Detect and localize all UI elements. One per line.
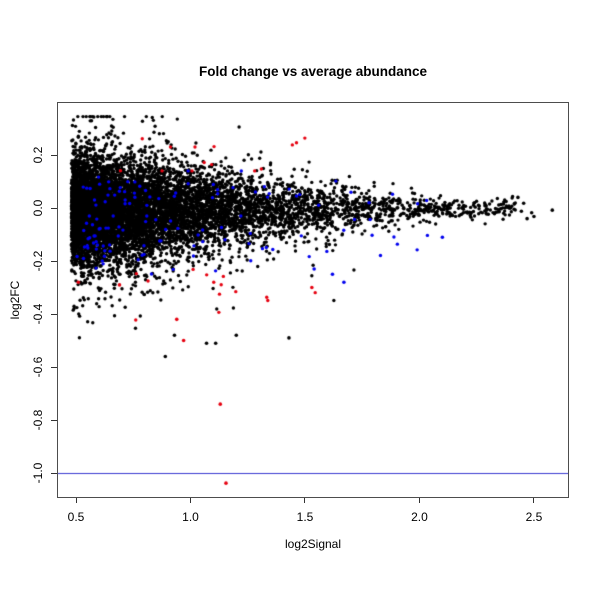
y-tick-mark — [51, 419, 57, 421]
x-tick-mark — [189, 498, 191, 503]
y-tick-label: 0.0 — [31, 199, 45, 217]
y-tick-label: -0.2 — [31, 250, 45, 272]
y-tick-mark — [51, 366, 57, 368]
plot-frame — [57, 102, 569, 498]
y-tick-mark — [51, 260, 57, 262]
y-tick-label: -0.6 — [31, 356, 45, 378]
x-tick-label: 1.0 — [182, 510, 199, 524]
y-tick-label: -0.8 — [31, 409, 45, 431]
x-tick-label: 2.0 — [411, 510, 428, 524]
y-tick-mark — [51, 472, 57, 474]
y-axis-title: log2FC — [8, 280, 22, 320]
x-tick-mark — [533, 498, 535, 503]
x-tick-mark — [75, 498, 77, 503]
y-tick-label: -1.0 — [31, 462, 45, 484]
chart-title: Fold change vs average abundance — [198, 64, 428, 79]
scatter-canvas — [57, 102, 569, 498]
x-tick-label: 0.5 — [67, 510, 85, 524]
y-tick-mark — [51, 154, 57, 156]
y-tick-label: -0.4 — [31, 303, 45, 325]
x-tick-mark — [304, 498, 306, 503]
x-tick-label: 2.5 — [525, 510, 543, 524]
y-tick-label: 0.2 — [31, 146, 45, 164]
y-tick-mark — [51, 207, 57, 209]
x-tick-label: 1.5 — [296, 510, 314, 524]
x-axis-title: log2Signal — [284, 537, 342, 551]
y-tick-mark — [51, 313, 57, 315]
x-tick-mark — [418, 498, 420, 503]
